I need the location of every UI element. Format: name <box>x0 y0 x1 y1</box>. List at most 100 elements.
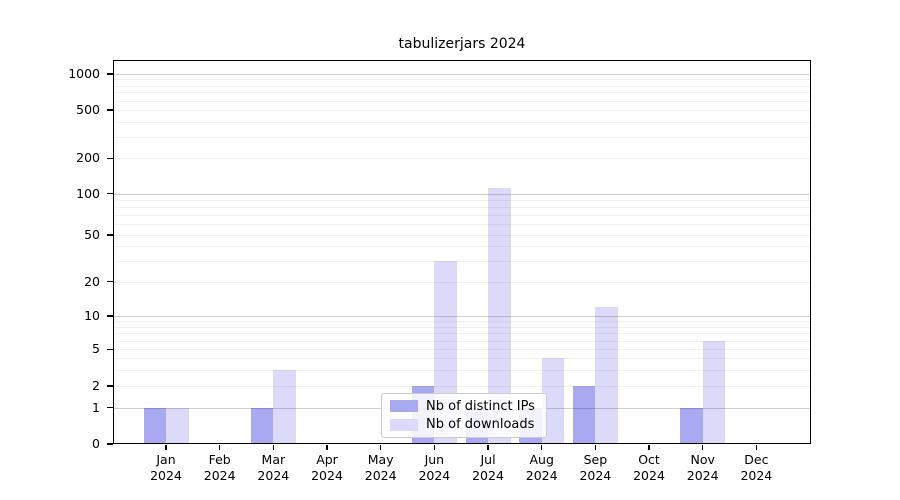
bar-distinct-ips-sep <box>572 386 596 444</box>
gridline-minor <box>114 235 810 236</box>
legend-swatch <box>390 418 418 431</box>
x-tick-mark <box>272 444 275 450</box>
y-tick-label: 1 <box>92 399 100 415</box>
y-tick-label: 20 <box>84 273 100 289</box>
gridline-minor <box>114 321 810 323</box>
y-tick-mark <box>107 157 113 159</box>
x-tick-month: Mar <box>261 452 286 467</box>
x-tick-label-jun: Jun 2024 <box>404 452 464 483</box>
bar-downloads-jan <box>166 407 189 444</box>
gridline-minor <box>114 214 810 216</box>
x-tick-label-dec: Dec 2024 <box>726 452 786 483</box>
x-tick-year: 2024 <box>579 467 612 483</box>
gridline-minor <box>114 281 810 283</box>
x-tick-label-mar: Mar 2024 <box>243 452 303 483</box>
gridline-minor <box>114 158 810 160</box>
y-tick-mark <box>107 73 113 75</box>
gridline-minor <box>114 206 810 208</box>
x-tick-year: 2024 <box>633 467 665 483</box>
x-tick-mark <box>487 444 489 450</box>
y-tick-label: 100 <box>76 185 100 201</box>
y-tick-mark <box>107 234 113 236</box>
x-tick-month: Jun <box>424 452 445 467</box>
x-tick-year: 2024 <box>257 467 290 483</box>
y-tick-mark <box>107 407 113 409</box>
gridline-minor <box>114 110 810 111</box>
y-tick-label: 5 <box>92 341 100 357</box>
x-tick-label-jul: Jul 2024 <box>458 452 518 483</box>
gridline-minor <box>114 349 810 351</box>
x-tick-mark <box>540 444 543 450</box>
bar-downloads-aug <box>541 358 565 444</box>
gridline-minor <box>114 369 810 371</box>
y-tick-label: 0 <box>92 436 100 451</box>
x-tick-label-may: May 2024 <box>351 452 411 483</box>
x-tick-year: 2024 <box>740 467 773 483</box>
y-tick-label: 10 <box>84 308 100 323</box>
legend-entry: Nb of distinct IPs <box>390 399 538 414</box>
x-tick-month: May <box>367 452 394 467</box>
y-tick-label: 200 <box>76 150 100 166</box>
x-tick-year: 2024 <box>364 467 397 483</box>
x-tick-mark <box>165 444 167 450</box>
x-tick-mark <box>648 444 650 450</box>
chart-title: tabulizerjars 2024 <box>398 36 526 52</box>
x-tick-label-nov: Nov 2024 <box>673 452 733 483</box>
bar-downloads-mar <box>273 369 296 444</box>
gridline-minor <box>114 340 810 342</box>
gridline-major <box>114 73 810 75</box>
gridline-minor <box>114 326 810 328</box>
gridline-minor <box>114 85 810 87</box>
gridline-minor <box>114 92 810 94</box>
gridline-minor <box>114 121 810 123</box>
gridline-minor <box>114 386 810 387</box>
bar-distinct-ips-jan <box>143 407 166 444</box>
bar-downloads-sep <box>595 306 618 444</box>
x-tick-year: 2024 <box>686 467 719 483</box>
x-tick-year: 2024 <box>311 467 343 483</box>
x-tick-mark <box>755 444 758 450</box>
x-tick-label-feb: Feb 2024 <box>190 452 250 483</box>
legend-entry: Nb of downloads <box>390 417 538 432</box>
y-tick-mark <box>107 281 113 283</box>
y-tick-mark <box>107 348 113 350</box>
x-tick-mark <box>218 444 221 450</box>
gridline-minor <box>114 358 810 360</box>
gridline-minor <box>114 136 810 138</box>
x-tick-mark <box>433 444 436 450</box>
gridline-minor <box>114 224 810 226</box>
y-tick-mark <box>107 443 113 445</box>
gridline-major <box>114 193 810 195</box>
x-tick-label-apr: Apr 2024 <box>297 452 357 483</box>
legend-label: Nb of downloads <box>426 417 535 433</box>
x-tick-year: 2024 <box>472 467 504 483</box>
x-tick-year: 2024 <box>150 467 182 483</box>
x-tick-label-jan: Jan 2024 <box>136 452 196 483</box>
y-tick-label: 1000 <box>68 65 100 81</box>
gridline-minor <box>114 100 810 102</box>
legend-swatch <box>390 400 418 413</box>
x-tick-mark <box>379 444 382 450</box>
gridline-minor <box>114 79 810 81</box>
gridline-minor <box>114 246 810 248</box>
bar-distinct-ips-mar <box>250 407 274 444</box>
bar-distinct-ips-nov <box>680 407 703 444</box>
y-tick-label: 50 <box>84 227 100 242</box>
gridline-minor <box>114 199 810 201</box>
x-tick-month: Jan <box>156 452 176 467</box>
x-tick-month: Oct <box>638 452 660 467</box>
legend-label: Nb of distinct IPs <box>426 398 535 414</box>
gridline-major <box>114 316 810 317</box>
bar-downloads-jul <box>488 187 511 444</box>
x-tick-month: Sep <box>583 452 608 467</box>
x-tick-month: Dec <box>744 452 769 467</box>
gridline-minor <box>114 333 810 335</box>
x-tick-mark <box>326 444 328 450</box>
x-tick-month: Jul <box>480 452 496 467</box>
y-tick-mark <box>107 315 113 317</box>
gridline-minor <box>114 261 810 263</box>
y-tick-label: 500 <box>76 102 100 117</box>
y-tick-mark <box>107 385 113 387</box>
x-tick-label-sep: Sep 2024 <box>565 452 625 483</box>
